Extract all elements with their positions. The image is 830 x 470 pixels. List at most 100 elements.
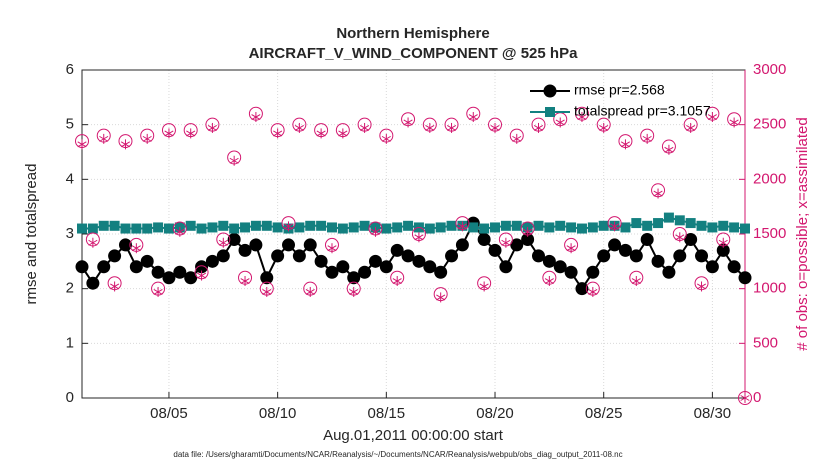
point xyxy=(533,122,544,133)
point xyxy=(164,128,174,139)
point xyxy=(642,133,652,144)
legend-label: rmse pr=2.568 xyxy=(574,82,665,98)
asterisk-stroke xyxy=(631,278,641,284)
point xyxy=(97,260,111,274)
point xyxy=(131,243,141,254)
asterisk-stroke xyxy=(316,130,326,137)
point xyxy=(705,260,719,274)
point xyxy=(718,220,729,231)
point xyxy=(249,238,263,252)
asterisk-stroke xyxy=(436,294,446,301)
asterisk-stroke xyxy=(77,141,87,148)
asterisk-stroke xyxy=(696,283,707,290)
asterisk-stroke xyxy=(186,130,196,137)
point xyxy=(631,276,641,287)
point xyxy=(272,222,283,233)
point xyxy=(175,226,185,237)
asterisk-stroke xyxy=(99,135,109,142)
asterisk-stroke xyxy=(273,130,283,137)
asterisk-stroke xyxy=(490,125,500,131)
y2-tick-label: 0 xyxy=(753,389,761,406)
point xyxy=(640,232,654,246)
asterisk-stroke xyxy=(392,278,402,284)
point xyxy=(162,271,176,285)
point xyxy=(544,276,554,287)
point xyxy=(260,271,274,285)
point xyxy=(446,220,457,231)
point xyxy=(305,286,315,297)
point xyxy=(262,286,272,297)
point xyxy=(696,281,707,292)
x-tick-label: 08/30 xyxy=(694,405,732,422)
asterisk-stroke xyxy=(555,119,565,126)
point xyxy=(620,139,630,150)
asterisk-stroke xyxy=(294,125,304,131)
point xyxy=(575,282,589,296)
asterisk-stroke xyxy=(207,125,217,131)
point xyxy=(240,222,251,233)
asterisk-stroke xyxy=(403,119,413,126)
point xyxy=(599,122,609,133)
point xyxy=(455,238,469,252)
point xyxy=(738,271,752,285)
y2-tick-label: 1500 xyxy=(753,225,786,242)
point xyxy=(349,286,359,297)
asterisk-stroke xyxy=(664,146,674,153)
asterisk-stroke xyxy=(425,125,435,131)
point xyxy=(576,223,587,234)
asterisk-stroke xyxy=(175,228,185,235)
asterisk-stroke xyxy=(642,135,652,142)
point xyxy=(326,222,337,233)
point xyxy=(370,226,381,237)
point xyxy=(718,237,728,248)
asterisk-stroke xyxy=(370,228,381,235)
asterisk-stroke xyxy=(544,278,554,284)
asterisk-stroke xyxy=(588,289,598,295)
point xyxy=(77,139,87,150)
point xyxy=(477,232,491,246)
point xyxy=(120,223,131,234)
point xyxy=(598,220,609,231)
point xyxy=(238,243,252,257)
point xyxy=(531,249,545,263)
point xyxy=(511,220,522,231)
point xyxy=(379,260,393,274)
point xyxy=(337,223,348,234)
x-tick-label: 08/25 xyxy=(585,405,623,422)
point xyxy=(673,249,687,263)
point xyxy=(587,222,598,233)
asterisk-stroke xyxy=(283,223,294,230)
point xyxy=(707,112,717,123)
point xyxy=(186,128,196,139)
point xyxy=(120,139,131,150)
point xyxy=(490,122,500,133)
point xyxy=(597,249,611,263)
point xyxy=(153,222,164,233)
point xyxy=(434,265,448,279)
point xyxy=(381,133,391,144)
point xyxy=(185,220,196,231)
point xyxy=(479,281,489,292)
asterisk-stroke xyxy=(197,272,207,279)
point xyxy=(294,222,305,233)
point xyxy=(738,391,752,405)
asterisk-stroke xyxy=(653,190,663,197)
y2-tick-label: 3000 xyxy=(753,61,786,78)
asterisk-stroke xyxy=(153,289,163,295)
point xyxy=(620,222,631,233)
point xyxy=(651,254,665,268)
point xyxy=(118,238,132,252)
y-tick-label: 4 xyxy=(66,170,74,187)
point xyxy=(663,212,674,223)
point xyxy=(577,112,587,123)
point xyxy=(510,238,524,252)
point xyxy=(675,232,685,243)
point xyxy=(545,107,555,117)
point xyxy=(685,218,696,229)
asterisk-stroke xyxy=(142,135,152,142)
point xyxy=(325,265,339,279)
point xyxy=(446,122,457,133)
asterisk-stroke xyxy=(88,239,98,246)
point xyxy=(271,249,285,263)
